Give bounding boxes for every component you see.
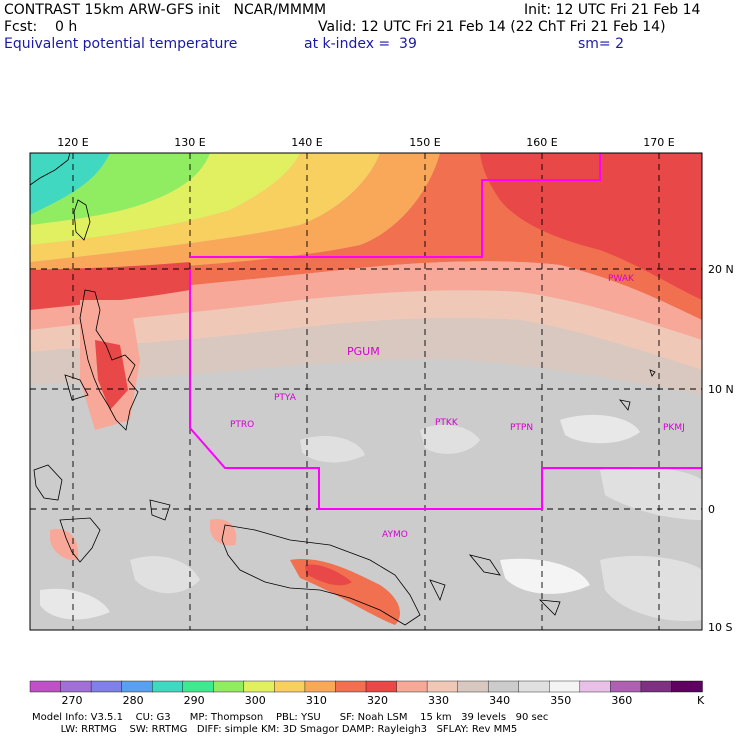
field-name: Equivalent potential temperature: [4, 36, 238, 52]
field-shading: [30, 153, 702, 630]
colorbar-tick-label: 350: [550, 694, 571, 707]
colorbar-swatch: [579, 680, 612, 693]
colorbar-swatch: [90, 680, 123, 693]
colorbar: [29, 680, 703, 693]
colorbar-swatch: [549, 680, 581, 693]
colorbar-swatch: [243, 680, 276, 693]
model-info-line1: Model Info: V3.5.1 CU: G3 MP: Thompson P…: [32, 712, 549, 723]
colorbar-swatch: [365, 680, 398, 693]
lat-label: 10 N: [708, 383, 734, 396]
colorbar-swatch: [335, 680, 367, 693]
colorbar-tick-label: 320: [367, 694, 388, 707]
lon-label: 120 E: [57, 136, 88, 149]
station-labels: PGUM PTYA PTRO PTKK PTPN PKMJ PWAK AYMO: [230, 274, 685, 540]
station-label: PTRO: [230, 420, 254, 430]
colorbar-swatch: [457, 680, 489, 693]
lat-label: 10 S: [708, 621, 732, 634]
colorbar-unit: K: [697, 694, 705, 707]
map-frame: [29, 152, 703, 631]
station-label: PTYA: [274, 393, 297, 403]
model-info-line2: LW: RRTMG SW: RRTMG DIFF: simple KM: 3D …: [32, 724, 518, 735]
forecast-hour: Fcst: 0 h: [4, 19, 78, 35]
colorbar-tick-label: 340: [489, 694, 510, 707]
colorbar-swatch: [121, 680, 153, 693]
colorbar-swatch: [151, 680, 184, 693]
colorbar-tick-label: 280: [123, 694, 144, 707]
valid-time: Valid: 12 UTC Fri 21 Feb 14 (22 ChT Fri …: [318, 19, 666, 35]
domain-boundary: [189, 269, 702, 510]
model-title: CONTRAST 15km ARW-GFS init NCAR/MMMM: [4, 2, 327, 18]
colorbar-swatch: [640, 680, 673, 693]
station-label: PTPN: [510, 423, 533, 433]
colorbar-swatch: [274, 680, 306, 693]
smoothing: sm= 2: [578, 36, 625, 52]
colorbar-tick-label: 270: [62, 694, 83, 707]
lon-label: 160 E: [526, 136, 557, 149]
lon-label: 150 E: [409, 136, 440, 149]
colorbar-swatch: [213, 680, 245, 693]
lon-label: 130 E: [174, 136, 205, 149]
graticule: [30, 153, 702, 630]
lon-label: 140 E: [291, 136, 322, 149]
colorbar-swatch: [182, 680, 214, 693]
colorbar-swatch: [29, 680, 62, 693]
colorbar-swatch: [518, 680, 550, 693]
colorbar-tick-label: 290: [184, 694, 205, 707]
colorbar-swatch: [671, 680, 703, 693]
lat-label: 0: [708, 503, 715, 516]
domain-boundary: [190, 153, 601, 258]
colorbar-tick-label: 360: [611, 694, 632, 707]
station-label: PKMJ: [663, 423, 685, 433]
init-time: Init: 12 UTC Fri 21 Feb 14: [524, 2, 701, 18]
colorbar-ticks: 270 280 290 300 310 320 330 340 350 360: [62, 694, 633, 707]
colorbar-swatch: [60, 680, 92, 693]
coastlines: [30, 153, 656, 626]
lat-axis-labels: 20 N 10 N 0 10 S: [708, 263, 734, 634]
colorbar-swatch: [610, 680, 642, 693]
lon-axis-labels: 120 E 130 E 140 E 150 E 160 E 170 E: [57, 136, 674, 149]
colorbar-tick-label: 300: [245, 694, 266, 707]
station-label: PTKK: [435, 418, 459, 428]
station-label: PWAK: [608, 274, 635, 284]
colorbar-swatch: [304, 680, 337, 693]
lon-label: 170 E: [643, 136, 674, 149]
colorbar-swatch: [396, 680, 428, 693]
lat-label: 20 N: [708, 263, 734, 276]
station-label: PGUM: [347, 345, 380, 358]
station-label: AYMO: [382, 530, 408, 540]
colorbar-swatch: [426, 680, 459, 693]
level-index: at k-index = 39: [304, 36, 417, 52]
colorbar-tick-label: 330: [428, 694, 449, 707]
colorbar-swatch: [487, 680, 520, 693]
colorbar-tick-label: 310: [306, 694, 327, 707]
